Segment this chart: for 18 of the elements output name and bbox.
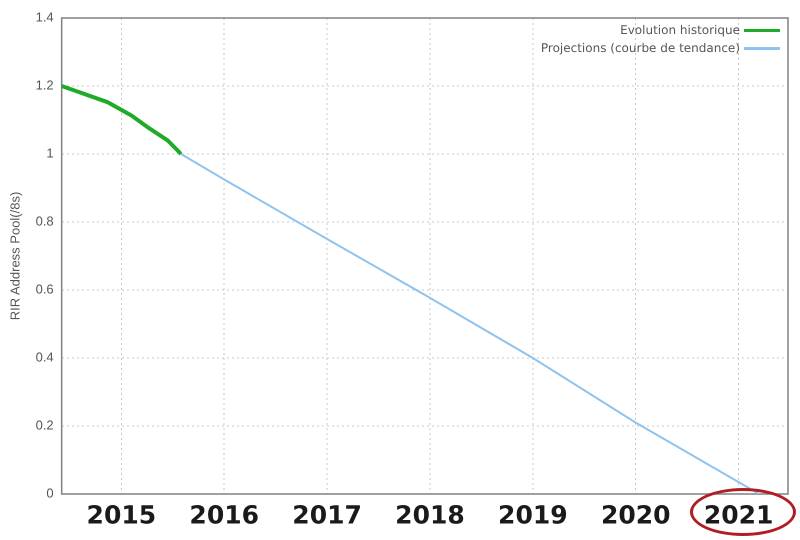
x-tick-label: 2015 [86,500,156,530]
y-tick-label: 0.4 [36,350,54,365]
y-tick-label: 1 [46,146,54,161]
y-tick-label: 0.6 [36,282,54,297]
x-tick-label: 2021 [704,500,774,530]
y-tick-label: 1.4 [36,10,54,25]
x-tick-label: 2018 [395,500,465,530]
x-tick-label: 2016 [189,500,260,530]
y-tick-label: 0 [46,486,54,501]
x-tick-label: 2017 [292,500,362,530]
legend-label: Evolution historique [620,23,740,37]
y-axis-title: RIR Address Pool(/8s) [7,192,22,320]
x-tick-label: 2020 [600,500,671,530]
legend-label: Projections (courbe de tendance) [540,41,740,55]
y-tick-label: 1.2 [36,78,54,93]
y-tick-label: 0.8 [36,214,54,229]
x-tick-label: 2019 [498,500,568,530]
y-tick-label: 0.2 [36,418,54,433]
